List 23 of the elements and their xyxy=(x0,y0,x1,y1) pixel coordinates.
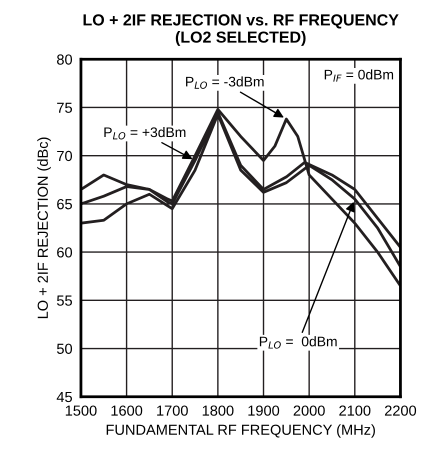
y-axis-title: LO + 2IF REJECTION (dBc) xyxy=(37,138,51,318)
series-label: P$_{LO}$ = -3dBm xyxy=(186,76,264,89)
x-tick-label: 1600 xyxy=(111,405,142,416)
y-tick-label: 70 xyxy=(57,150,72,162)
y-tick-label: 75 xyxy=(57,102,72,113)
x-tick-label: 1900 xyxy=(248,405,280,416)
text: P$_{LO}$ = 0dBm xyxy=(260,336,337,349)
y-tick-label: 50 xyxy=(56,344,72,354)
annotation: P$_{IF}$ = 0dBm xyxy=(324,69,394,82)
y-tick-label: 45 xyxy=(56,392,72,402)
y-tick-label: 55 xyxy=(56,296,72,306)
x-tick-label: 1500 xyxy=(66,405,97,416)
x-tick-label: 1800 xyxy=(202,405,234,416)
series-label: P$_{LO}$ = +3dBm xyxy=(104,126,186,140)
chart-title: LO + 2IF REJECTION vs. RF FREQUENCY (LO2 SELECTED) xyxy=(84,14,399,46)
x-tick-label: 2000 xyxy=(294,405,325,416)
y-tick-label: 80 xyxy=(57,54,72,65)
x-axis-title: FUNDAMENTAL RF FREQUENCY (MHz) xyxy=(106,424,375,438)
x-tick-label: 2200 xyxy=(384,405,416,416)
y-tick-label: 60 xyxy=(57,247,72,258)
x-tick-label: 1700 xyxy=(157,405,188,416)
y-tick-label: 65 xyxy=(57,199,72,210)
x-tick-label: 2100 xyxy=(339,405,370,416)
